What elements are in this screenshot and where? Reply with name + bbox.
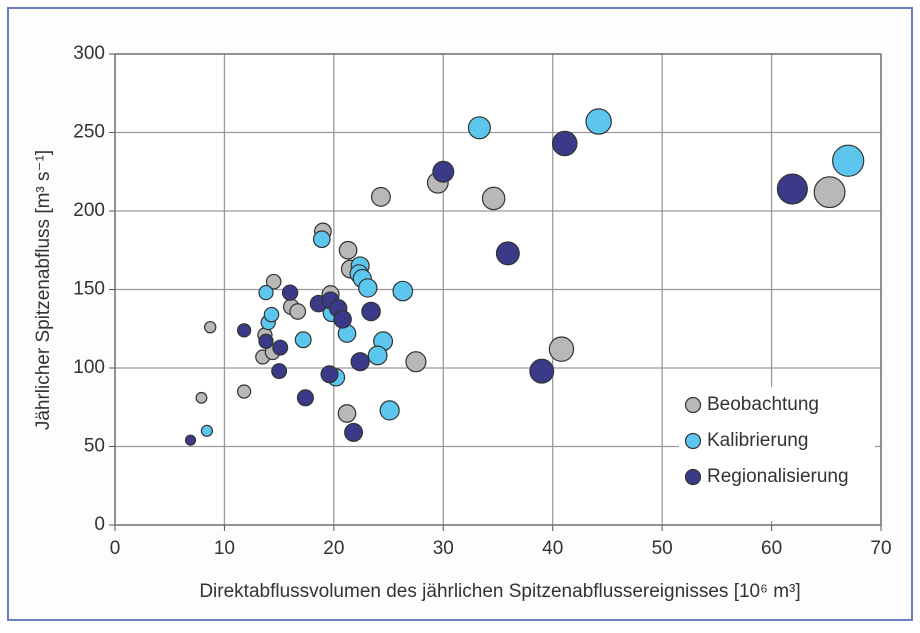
point — [289, 303, 307, 320]
point — [370, 186, 391, 207]
point — [312, 230, 331, 249]
point — [281, 284, 299, 301]
point — [195, 391, 208, 404]
point — [551, 130, 578, 157]
point — [776, 173, 808, 205]
point — [361, 301, 381, 322]
point — [495, 241, 520, 266]
point — [296, 389, 314, 407]
x-tick-label: 30 — [433, 538, 454, 559]
x-axis-label: Direktabflussvolumen des jährlichen Spit… — [199, 581, 800, 602]
y-axis-label: Jährlicher Spitzenabfluss [m³ s⁻¹] — [33, 150, 54, 430]
point — [358, 278, 378, 298]
y-tick-label: 50 — [84, 436, 105, 457]
point — [432, 160, 455, 183]
point — [337, 404, 357, 423]
point — [258, 284, 274, 301]
point — [236, 323, 252, 338]
x-tick-label: 70 — [870, 538, 891, 559]
point — [350, 352, 370, 372]
legend-marker — [684, 468, 702, 486]
y-tick-label: 250 — [73, 122, 105, 143]
y-tick-label: 150 — [73, 279, 105, 300]
point — [344, 422, 364, 442]
x-tick-label: 40 — [542, 538, 563, 559]
legend-label: Regionalisierung — [707, 466, 849, 487]
point — [405, 351, 427, 373]
x-tick-label: 20 — [323, 538, 344, 559]
grid: 0 50 100 150 200 250 300 0 10 20 30 40 50 60 70 — [73, 43, 891, 559]
x-tick-label: 60 — [761, 538, 782, 559]
point — [236, 384, 252, 399]
point — [272, 339, 289, 356]
x-tick-label: 0 — [110, 538, 121, 559]
point — [367, 345, 388, 366]
point — [813, 176, 846, 209]
point — [529, 358, 555, 384]
point — [203, 320, 217, 334]
point — [548, 336, 575, 362]
x-tick-label: 10 — [214, 538, 235, 559]
legend-marker — [684, 396, 702, 414]
y-tick-label: 100 — [73, 357, 105, 378]
point — [271, 363, 288, 380]
point — [263, 306, 280, 323]
point — [320, 365, 339, 384]
point — [585, 108, 612, 135]
marks — [184, 108, 865, 446]
point — [294, 331, 312, 349]
point — [338, 240, 358, 260]
legend-box — [679, 387, 875, 521]
legend-marker — [684, 432, 702, 450]
legend: Beobachtung Kalibrierung Regionalisierung — [679, 387, 875, 521]
point — [333, 310, 352, 329]
point — [265, 273, 282, 290]
legend-label: Beobachtung — [707, 394, 819, 415]
point — [392, 280, 414, 302]
point — [200, 424, 214, 437]
legend-label: Kalibrierung — [707, 430, 808, 451]
point — [258, 333, 274, 349]
plot-border — [114, 53, 882, 526]
y-tick-label: 0 — [94, 514, 105, 535]
point — [832, 144, 865, 177]
y-tick-label: 300 — [73, 43, 105, 64]
point — [184, 434, 197, 446]
point — [481, 186, 506, 211]
y-tick-label: 200 — [73, 200, 105, 221]
point — [379, 400, 400, 421]
x-tick-label: 50 — [652, 538, 673, 559]
point — [467, 116, 491, 140]
